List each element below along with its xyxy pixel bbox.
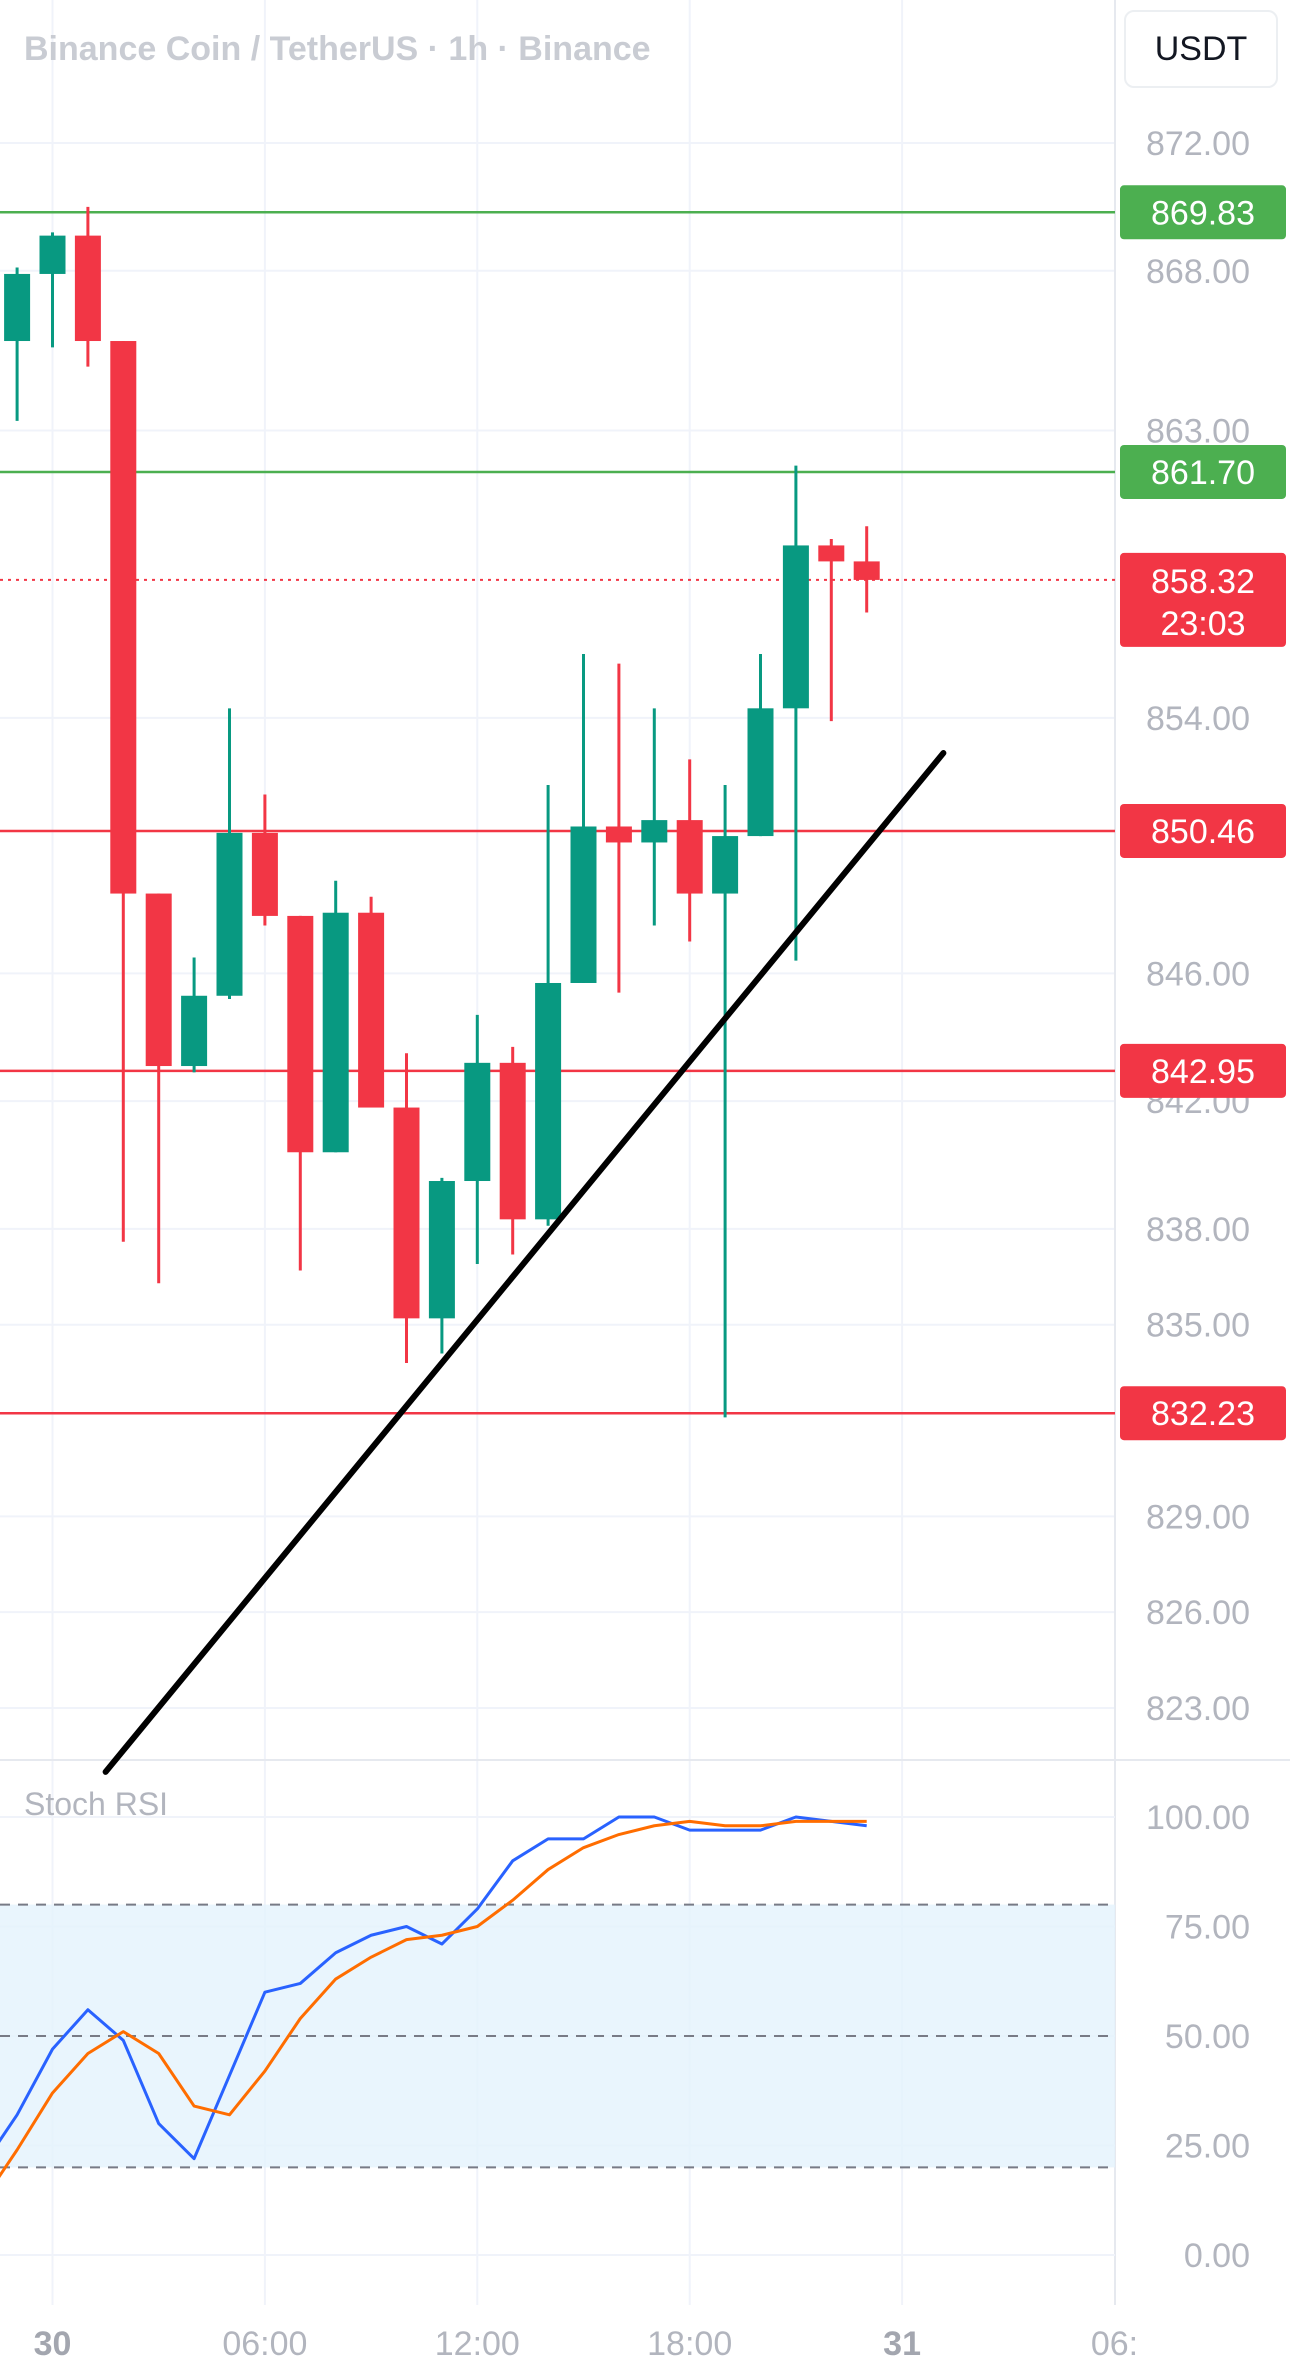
resistance-861-label: 861.70 [1151,454,1255,492]
candle-body [782,545,809,709]
price-tick-label: 838.00 [1146,1211,1250,1249]
time-axis[interactable]: 30 06:00 12:00 18:00 31 06: [34,2325,1139,2363]
support-850-label-bg [1120,803,1286,858]
time-tick-label: 06:00 [222,2325,307,2363]
time-tick-label: 31 [883,2325,921,2363]
candle-body [322,912,349,1153]
candle-body [4,273,31,342]
candle-body [287,915,314,1153]
resistance-869-label: 869.83 [1151,194,1255,232]
candle-body [499,1062,526,1220]
candle-body [712,836,739,894]
time-tick-label: 30 [34,2325,72,2363]
time-tick-label: 06: [1091,2325,1138,2363]
candle-body [605,826,632,843]
support-842-label: 842.95 [1151,1053,1255,1091]
candle-body [181,995,208,1067]
stoch-band [0,1903,1115,2169]
price-tick-label: 854.00 [1146,700,1250,738]
stoch-tick-label: 100.00 [1146,1799,1250,1837]
price-labels: 869.83 861.70 850.46 842.95 832.23 858.32 23:0… [1120,185,1286,1441]
resistance-869-label-bg [1120,185,1286,240]
candle-body [641,820,668,843]
price-tick-label: 835.00 [1146,1307,1250,1345]
support-832-label-bg [1120,1386,1286,1441]
price-tick-label: 868.00 [1146,253,1250,291]
candle-body [570,826,597,983]
candle-countdown-label: 23:03 [1160,605,1245,643]
current-price-label: 858.32 [1151,563,1255,601]
stoch-tick-label: 75.00 [1165,1909,1250,1947]
candle-body [676,820,703,894]
price-tick-label: 829.00 [1146,1498,1250,1536]
candle-body [39,235,66,274]
time-tick-label: 18:00 [647,2325,732,2363]
stoch-line-k [0,1815,867,2161]
candle-body [216,832,243,996]
price-tick-label: 872.00 [1146,125,1250,163]
stoch-tick-label: 50.00 [1165,2018,1250,2056]
chart-title: Binance Coin / TetherUS · 1h · Binance [24,30,651,68]
stoch-tick-label: 0.00 [1184,2237,1250,2275]
candle-body [818,545,845,562]
stoch-line-d [0,1819,867,2178]
support-832-label: 832.23 [1151,1395,1255,1433]
candle-body [145,893,172,1067]
time-tick-label: 12:00 [435,2325,520,2363]
candle-body [853,561,880,580]
stoch-lines [0,1815,867,2178]
trendline[interactable] [102,750,947,1775]
candle-body [251,832,278,916]
candle-body [747,708,774,837]
candle-body [428,1181,455,1319]
candle-body [110,341,137,894]
stoch-tick-label: 25.00 [1165,2128,1250,2166]
stoch-rsi-title: Stoch RSI [24,1786,168,1822]
support-842-label-bg [1120,1043,1286,1098]
currency-button[interactable]: USDT [1124,10,1278,88]
price-tick-label: 846.00 [1146,955,1250,993]
candle-body [464,1062,491,1182]
price-tick-label: 863.00 [1146,412,1250,450]
resistance-861-label-bg [1120,444,1286,499]
price-tick-label: 826.00 [1146,1594,1250,1632]
candle-body [393,1107,420,1319]
candles [4,206,880,1418]
support-850-label: 850.46 [1151,813,1255,851]
candle-body [358,912,385,1108]
trendline-layer [102,750,947,1775]
price-tick-label: 823.00 [1146,1690,1250,1728]
candle-body [74,235,101,342]
current-price-label-bg [1120,552,1286,647]
candle-body [535,982,562,1220]
horizontal-lines [0,211,1115,1415]
